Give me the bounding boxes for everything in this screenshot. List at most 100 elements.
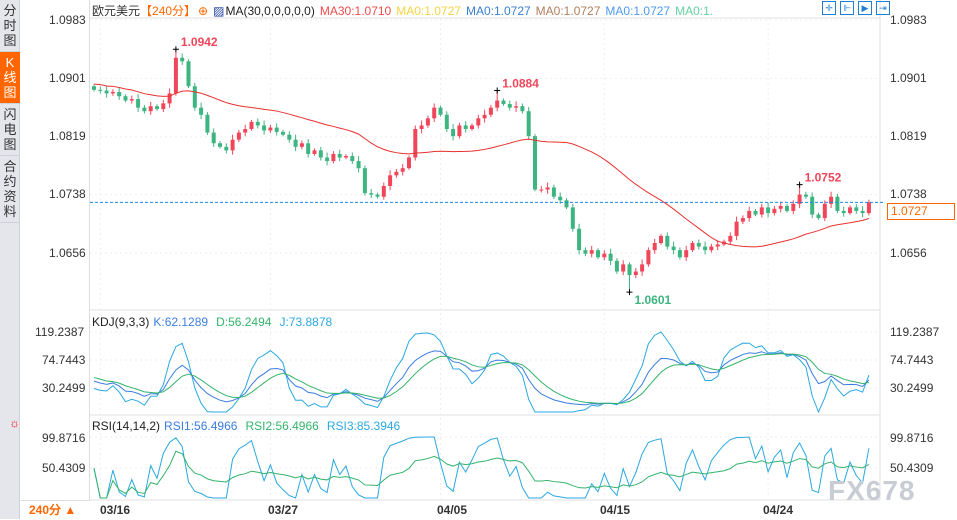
candle: [199, 107, 204, 115]
price-tick-right: 1.0819: [890, 129, 927, 143]
crosshair-tool-icon[interactable]: ✛: [822, 1, 836, 15]
candle: [142, 107, 147, 112]
candle: [476, 118, 481, 126]
candle: [236, 132, 241, 140]
price-tick: 1.0819: [49, 129, 86, 143]
candle: [728, 235, 733, 242]
ma30-value: MA30:1.0710: [319, 4, 392, 18]
candle: [331, 153, 336, 162]
kdj-tick: 74.7443: [42, 353, 86, 367]
candle: [652, 243, 657, 251]
candle: [148, 106, 153, 112]
kdj-tick: 30.2499: [42, 381, 86, 395]
candle: [633, 271, 638, 276]
candle: [293, 139, 298, 147]
candle: [816, 214, 821, 219]
timeframe-selector[interactable]: 240分 ▲: [21, 500, 90, 519]
candle: [350, 156, 355, 162]
price-tick-right: 1.0656: [890, 246, 927, 260]
date-tick: 04/05: [437, 503, 468, 517]
extreme-price-label: 1.0942: [181, 35, 218, 49]
candle: [218, 143, 222, 147]
candle: [432, 107, 437, 119]
candle: [482, 114, 487, 119]
candle: [306, 143, 311, 154]
rsi1-line: [93, 450, 870, 499]
ma-value: MA0:1.0727: [605, 4, 671, 18]
candle: [318, 150, 323, 158]
settings-sun-icon[interactable]: ☼: [9, 416, 20, 430]
price-tick-right: 1.0901: [890, 71, 927, 85]
candle: [810, 196, 815, 215]
candle: [621, 264, 626, 272]
tab-timeshare[interactable]: 分时图: [0, 0, 20, 52]
candle: [740, 218, 745, 222]
candle: [312, 150, 317, 154]
candle: [268, 127, 273, 131]
candle: [356, 161, 361, 169]
candle: [325, 157, 330, 162]
candle: [463, 125, 468, 130]
candle: [211, 132, 216, 144]
kdj-label: KDJ(9,3,3): [92, 315, 150, 329]
candle: [123, 96, 128, 101]
candle: [117, 91, 122, 97]
candle: [161, 103, 166, 110]
tab-kline[interactable]: K线图: [0, 52, 20, 104]
jump-end-icon[interactable]: ⇥: [876, 1, 890, 15]
candle: [186, 61, 191, 87]
price-tick: 1.0738: [49, 187, 86, 201]
candle: [255, 121, 260, 126]
crosshair-icon[interactable]: ⊕: [198, 4, 209, 18]
candle: [129, 99, 134, 101]
candle: [501, 100, 506, 105]
kdj-tick-right: 119.2387: [890, 325, 940, 339]
price-tick: 1.0901: [49, 71, 86, 85]
candle: [394, 171, 399, 176]
candle: [539, 189, 544, 191]
candle: [551, 187, 556, 197]
candle: [665, 235, 670, 247]
tab-contract-info[interactable]: 合约资料: [0, 156, 20, 223]
candle: [507, 104, 512, 108]
rsi-tick: 99.8716: [42, 431, 86, 445]
candle: [526, 111, 531, 137]
candle: [848, 207, 852, 214]
play-icon[interactable]: ▶: [858, 1, 872, 15]
candle: [287, 134, 292, 140]
candle: [224, 146, 229, 151]
watermark-logo: FX678: [828, 475, 916, 506]
candle: [577, 228, 582, 251]
kdj-d: D:56.2494: [216, 315, 272, 329]
candle: [249, 121, 254, 130]
kdj-k: K:62.1289: [153, 315, 209, 329]
candle: [136, 99, 141, 108]
tab-flash[interactable]: 闪电图: [0, 104, 20, 156]
zoom-range-icon[interactable]: ⊩: [840, 1, 854, 15]
candle: [684, 250, 689, 258]
candle: [425, 118, 430, 126]
rsi-tick-right: 50.4309: [890, 461, 934, 475]
date-tick: 03/27: [268, 503, 299, 517]
candle: [766, 207, 771, 214]
candle: [92, 86, 96, 90]
candle: [262, 125, 267, 131]
candle: [110, 91, 115, 94]
ma-chart-icon[interactable]: ▨: [213, 4, 225, 18]
extreme-marker-icon: [626, 289, 633, 296]
candle: [375, 194, 380, 197]
chart-header: 欧元美元【240分】 ⊕ ▨MA(30,0,0,0,0,0) MA30:1.0710 M…: [92, 2, 718, 19]
kdj-j-line: [93, 331, 870, 414]
candle: [438, 107, 443, 115]
candle: [785, 205, 789, 211]
ma30-line: [93, 83, 870, 248]
candle: [759, 207, 764, 215]
rsi-tick: 50.4309: [42, 461, 86, 475]
ma-label[interactable]: MA(30,0,0,0,0,0): [225, 4, 315, 18]
candle: [866, 202, 871, 214]
candle: [400, 168, 405, 172]
extreme-marker-icon: [494, 87, 501, 94]
candle: [444, 114, 449, 130]
rsi-tick-right: 99.8716: [890, 431, 934, 445]
